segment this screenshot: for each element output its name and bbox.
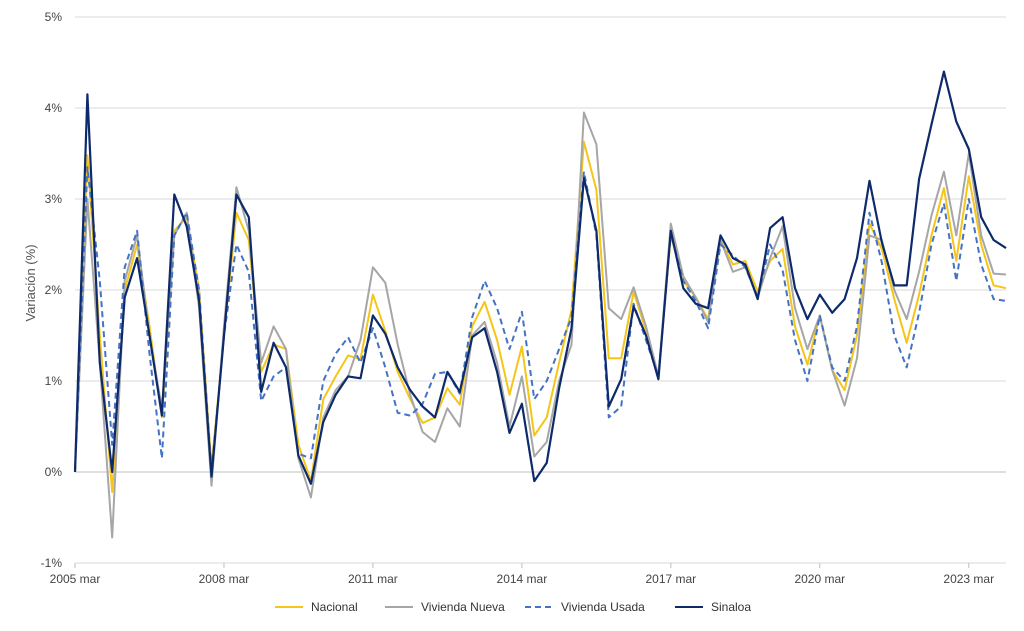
- y-tick-label: 4%: [45, 101, 63, 115]
- y-tick-label: 3%: [45, 192, 63, 206]
- x-tick-label: 2008 mar: [199, 572, 250, 586]
- series-line-vivienda-usada: [74, 166, 1007, 473]
- x-axis-ticks: 2005 mar 2008 mar 2011 mar 2014 mar 2017 mar…: [50, 563, 994, 586]
- y-tick-label: 2%: [45, 283, 63, 297]
- legend-label: Vivienda Usada: [561, 600, 645, 614]
- x-tick-label: 2014 mar: [497, 572, 548, 586]
- y-tick-label: 1%: [45, 374, 63, 388]
- legend: Nacional Vivienda Nueva Vivienda Usada Sina…: [275, 600, 751, 614]
- x-tick-label: 2017 mar: [645, 572, 696, 586]
- legend-label: Nacional: [311, 600, 358, 614]
- x-tick-label: 2020 mar: [794, 572, 845, 586]
- legend-label: Sinaloa: [711, 600, 751, 614]
- series-line-sinaloa: [73, 70, 1007, 485]
- y-tick-label: -1%: [41, 556, 63, 570]
- y-tick-label: 0%: [45, 465, 63, 479]
- y-tick-label: 5%: [45, 10, 63, 24]
- y-axis-ticks: -1% 0% 1% 2% 3% 4% 5%: [41, 10, 63, 570]
- x-tick-label: 2011 mar: [348, 572, 398, 586]
- x-tick-label: 2023 mar: [943, 572, 994, 586]
- x-tick-label: 2005 mar: [50, 572, 101, 586]
- legend-label: Vivienda Nueva: [421, 600, 505, 614]
- series-lines: [73, 70, 1007, 539]
- y-axis-title: Variación (%): [23, 244, 38, 321]
- grid: [75, 16, 1006, 564]
